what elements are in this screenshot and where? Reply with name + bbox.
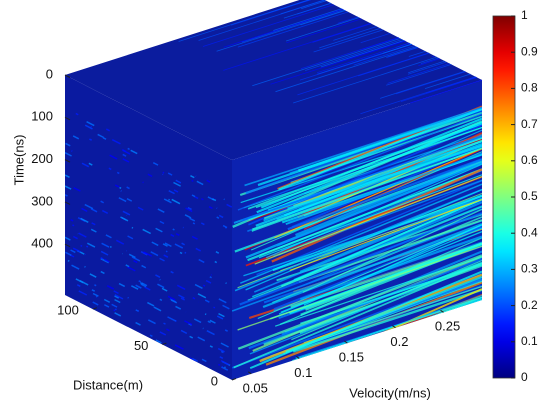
texture xyxy=(120,187,122,188)
texture xyxy=(128,148,130,149)
texture xyxy=(68,261,69,262)
texture xyxy=(164,323,166,324)
y-tick-label: 50 xyxy=(134,338,148,353)
colorbar-tick-label: 0.1 xyxy=(521,334,538,348)
colorbar-tick-label: 1 xyxy=(521,8,528,22)
colorbar-tick-label: 0 xyxy=(521,370,528,384)
y-tick-label: 100 xyxy=(57,303,79,318)
colorbar-tick-label: 0.7 xyxy=(521,117,538,131)
texture xyxy=(81,246,82,247)
texture xyxy=(193,223,195,224)
texture xyxy=(224,367,225,368)
z-axis-label: Time(ns) xyxy=(11,135,26,186)
z-tick-label: 300 xyxy=(31,193,53,208)
x-tick-label: 0.25 xyxy=(435,319,460,334)
y-axis-label: Distance(m) xyxy=(73,377,143,392)
colorbar-tick-label: 0.3 xyxy=(521,262,538,276)
x-tick-label: 0.05 xyxy=(243,380,268,395)
texture xyxy=(210,277,212,278)
colorbar-tick-label: 0.4 xyxy=(521,225,538,239)
colorbar-tick-label: 0.2 xyxy=(521,298,538,312)
texture xyxy=(86,246,88,247)
texture xyxy=(117,172,119,173)
texture xyxy=(168,199,169,200)
volume xyxy=(65,0,482,384)
texture xyxy=(150,335,152,336)
texture xyxy=(163,172,164,173)
texture xyxy=(217,217,219,218)
texture xyxy=(137,310,138,311)
texture xyxy=(114,310,115,311)
colorbar-tick-label: 0.9 xyxy=(521,44,538,58)
texture xyxy=(225,227,226,228)
texture xyxy=(180,252,182,253)
z-tick-label: 200 xyxy=(31,151,53,166)
x-axis-label: Velocity(m/ns) xyxy=(349,385,431,400)
texture xyxy=(185,252,186,253)
y-tick-label: 0 xyxy=(211,373,218,388)
texture xyxy=(205,314,206,315)
x-tick-label: 0.15 xyxy=(339,350,364,365)
texture xyxy=(218,364,220,365)
texture xyxy=(115,309,116,310)
texture xyxy=(193,298,195,299)
z-tick-label: 400 xyxy=(31,236,53,251)
texture xyxy=(132,227,133,228)
texture xyxy=(215,262,217,263)
texture xyxy=(201,199,203,200)
x-tick-label: 0.1 xyxy=(294,365,312,380)
texture xyxy=(94,285,96,286)
texture xyxy=(192,180,194,181)
texture xyxy=(110,247,111,248)
colorbar-tick-label: 0.8 xyxy=(521,81,538,95)
texture xyxy=(166,251,167,252)
colorbar-tick-label: 0.6 xyxy=(521,153,538,167)
z-tick-label: 100 xyxy=(31,109,53,124)
texture xyxy=(160,299,162,300)
texture xyxy=(214,307,215,308)
texture xyxy=(72,225,74,226)
texture xyxy=(203,285,205,286)
texture xyxy=(96,296,97,297)
texture xyxy=(221,351,223,352)
texture xyxy=(173,229,175,230)
texture xyxy=(89,139,91,140)
colorbar-tick-label: 0.5 xyxy=(521,189,538,203)
x-tick-label: 0.2 xyxy=(390,334,408,349)
z-tick-label: 0 xyxy=(46,66,53,81)
texture xyxy=(139,281,141,282)
